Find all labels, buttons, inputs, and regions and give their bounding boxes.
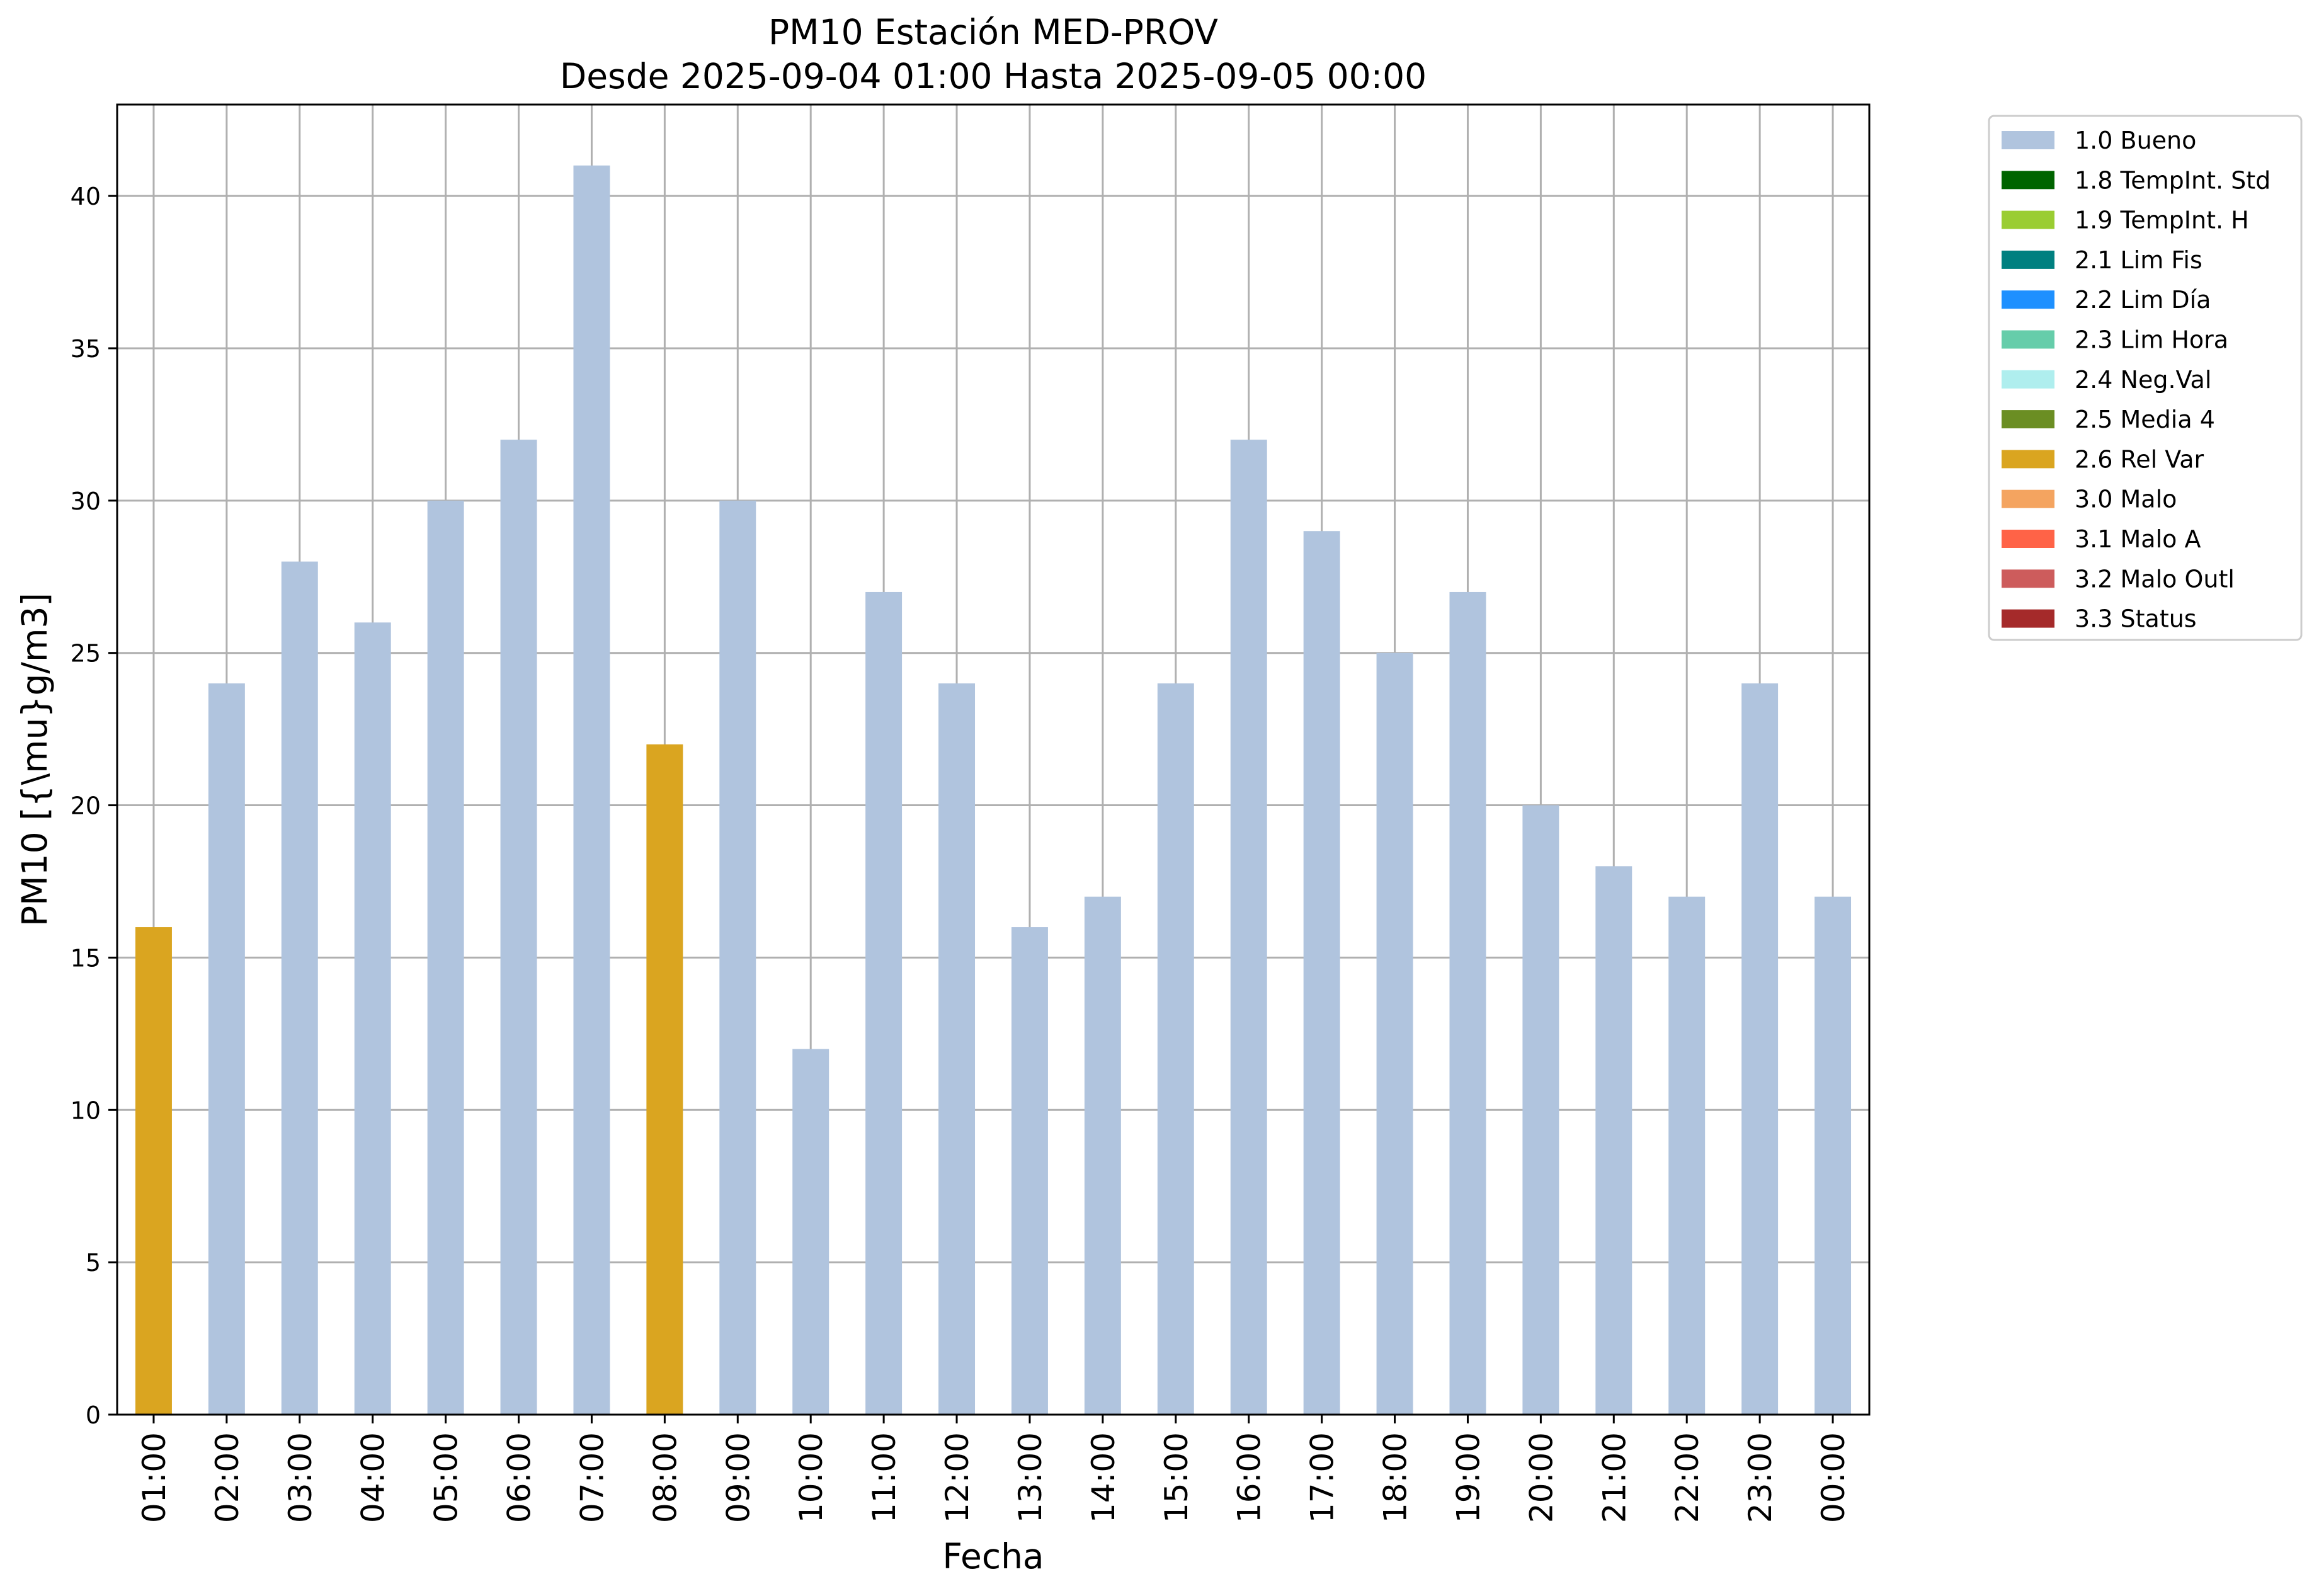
x-tick-label: 04:00 xyxy=(355,1432,392,1523)
bar-08:00 xyxy=(646,744,683,1415)
bar-04:00 xyxy=(354,622,391,1415)
bar-22:00 xyxy=(1668,896,1706,1415)
legend-swatch xyxy=(2002,330,2054,349)
x-tick-label: 01:00 xyxy=(136,1432,173,1523)
bar-03:00 xyxy=(281,561,318,1415)
y-tick-label: 15 xyxy=(71,944,101,972)
x-tick-label: 11:00 xyxy=(866,1432,903,1523)
legend-label: 1.0 Bueno xyxy=(2075,127,2196,154)
chart-subtitle: Desde 2025-09-04 01:00 Hasta 2025-09-05 … xyxy=(560,56,1427,96)
x-tick-label: 10:00 xyxy=(793,1432,829,1523)
y-tick-label: 20 xyxy=(71,792,101,820)
x-tick-label: 18:00 xyxy=(1377,1432,1414,1523)
x-tick-label: 09:00 xyxy=(720,1432,756,1523)
x-tick-label: 08:00 xyxy=(647,1432,683,1523)
y-tick-label: 10 xyxy=(71,1097,101,1124)
legend-label: 2.4 Neg.Val xyxy=(2075,366,2211,394)
bar-19:00 xyxy=(1449,591,1486,1415)
chart-title: PM10 Estación MED-PROV xyxy=(768,12,1218,52)
x-tick-label: 15:00 xyxy=(1158,1432,1195,1523)
x-tick-label: 21:00 xyxy=(1596,1432,1632,1523)
y-axis-label: PM10 [{\mu}g/m3] xyxy=(14,593,55,926)
legend-swatch xyxy=(2002,131,2054,149)
legend-label: 3.0 Malo xyxy=(2075,486,2177,513)
legend-swatch xyxy=(2002,410,2054,429)
y-tick-label: 35 xyxy=(71,335,101,363)
bar-20:00 xyxy=(1522,805,1559,1415)
legend-swatch xyxy=(2002,171,2054,190)
bar-16:00 xyxy=(1230,440,1267,1415)
legend-label: 3.1 Malo A xyxy=(2075,525,2201,553)
x-tick-label: 05:00 xyxy=(428,1432,465,1523)
bar-10:00 xyxy=(792,1049,829,1415)
bar-15:00 xyxy=(1157,683,1194,1415)
x-tick-label: 06:00 xyxy=(501,1432,538,1523)
y-tick-label: 25 xyxy=(71,640,101,668)
y-axis: 0 5 10 15 20 25 30 35 40 xyxy=(71,183,117,1429)
x-tick-label: 00:00 xyxy=(1815,1432,1852,1523)
x-tick-label: 17:00 xyxy=(1304,1432,1341,1523)
legend-label: 3.2 Malo Outl xyxy=(2075,565,2235,593)
legend-label: 1.8 TempInt. Std xyxy=(2075,166,2271,194)
bar-06:00 xyxy=(500,440,537,1415)
legend-swatch xyxy=(2002,210,2054,229)
x-tick-label: 20:00 xyxy=(1523,1432,1559,1523)
x-tick-label: 23:00 xyxy=(1742,1432,1779,1523)
y-tick-label: 0 xyxy=(86,1401,101,1429)
x-tick-label: 12:00 xyxy=(939,1432,976,1523)
legend-label: 2.1 Lim Fis xyxy=(2075,246,2202,274)
bar-23:00 xyxy=(1741,683,1779,1415)
bar-09:00 xyxy=(719,500,756,1415)
x-tick-label: 07:00 xyxy=(574,1432,610,1523)
x-tick-label: 13:00 xyxy=(1012,1432,1049,1523)
legend-frame xyxy=(1988,115,2303,641)
legend-swatch xyxy=(2002,450,2054,469)
legend-swatch xyxy=(2002,250,2054,269)
bar-18:00 xyxy=(1376,653,1413,1415)
legend-swatch xyxy=(2002,489,2054,508)
bars xyxy=(135,165,1852,1415)
x-tick-label: 14:00 xyxy=(1085,1432,1122,1523)
legend-swatch xyxy=(2002,609,2054,628)
bar-02:00 xyxy=(208,683,245,1415)
legend-label: 1.9 TempInt. H xyxy=(2075,207,2249,234)
legend-label: 2.6 Rel Var xyxy=(2075,445,2204,473)
legend: 1.0 Bueno 1.8 TempInt. Std 1.9 TempInt. H 2… xyxy=(1988,115,2303,641)
legend-swatch xyxy=(2002,530,2054,548)
bar-11:00 xyxy=(865,591,903,1415)
legend-label: 2.5 Media 4 xyxy=(2075,406,2215,433)
legend-label: 3.3 Status xyxy=(2075,605,2197,633)
bar-07:00 xyxy=(573,165,610,1415)
legend-swatch xyxy=(2002,569,2054,588)
x-tick-label: 02:00 xyxy=(209,1432,246,1523)
plot-frame xyxy=(116,103,1871,1416)
legend-swatch xyxy=(2002,290,2054,309)
x-axis: 01:00 02:00 03:00 04:00 05:00 06:00 07:00 08:00… xyxy=(136,1415,1852,1523)
bar-00:00 xyxy=(1815,896,1852,1415)
x-tick-label: 16:00 xyxy=(1231,1432,1268,1523)
bar-13:00 xyxy=(1011,927,1048,1415)
legend-swatch xyxy=(2002,370,2054,389)
y-tick-label: 5 xyxy=(86,1249,101,1277)
y-tick-label: 40 xyxy=(71,183,101,210)
bar-17:00 xyxy=(1303,531,1340,1415)
bar-21:00 xyxy=(1595,866,1632,1415)
bar-12:00 xyxy=(938,683,976,1415)
bar-01:00 xyxy=(135,927,172,1415)
x-axis-label: Fecha xyxy=(942,1536,1044,1576)
bar-14:00 xyxy=(1084,896,1121,1415)
x-tick-label: 22:00 xyxy=(1669,1432,1706,1523)
legend-label: 2.2 Lim Día xyxy=(2075,286,2211,314)
x-tick-label: 03:00 xyxy=(282,1432,319,1523)
y-tick-label: 30 xyxy=(71,487,101,515)
bar-05:00 xyxy=(427,500,464,1415)
legend-label: 2.3 Lim Hora xyxy=(2075,326,2228,354)
x-tick-label: 19:00 xyxy=(1450,1432,1486,1523)
